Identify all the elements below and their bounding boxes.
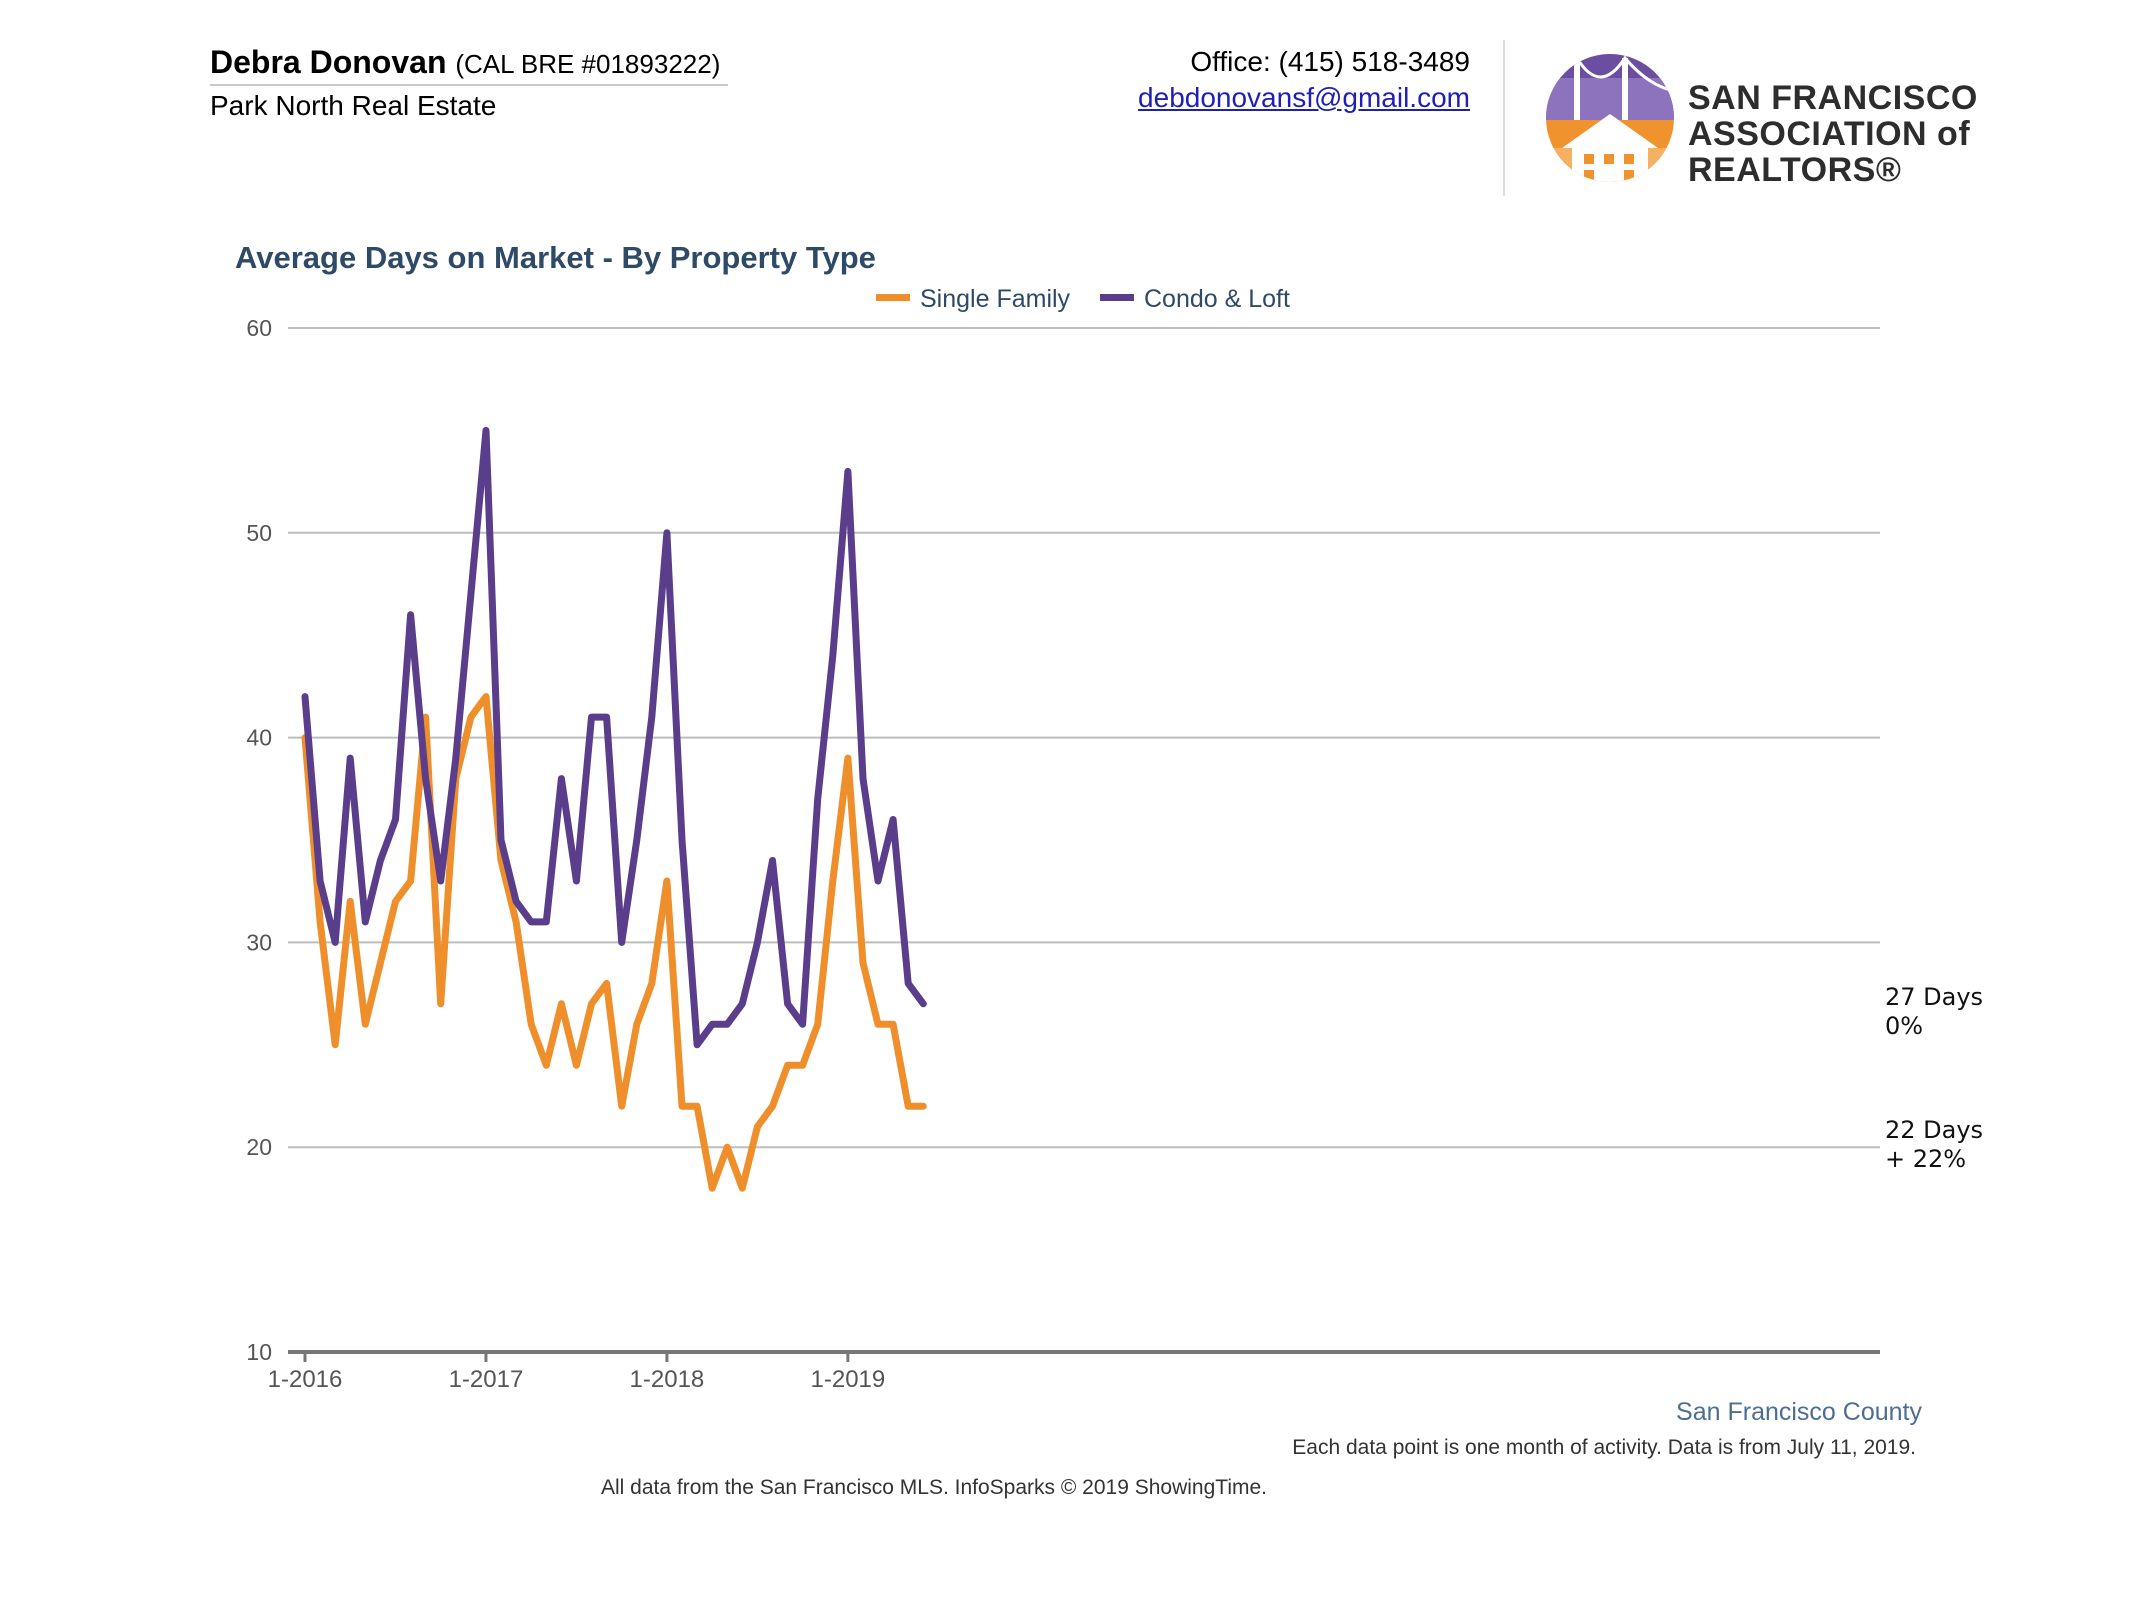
y-tick-label-20: 20	[246, 1134, 272, 1160]
data-note: Each data point is one month of activity…	[1292, 1436, 1916, 1459]
x-tick-label-1-2019: 1-2019	[811, 1366, 886, 1393]
name-underline	[210, 84, 728, 86]
end-label-condo-days: 27 Days	[1885, 983, 1983, 1011]
legend-label-condo-loft: Condo & Loft	[1144, 285, 1290, 313]
association-name: SAN FRANCISCO ASSOCIATION of REALTORS®	[1688, 80, 2134, 188]
agent-company: Park North Real Estate	[210, 90, 497, 121]
legend-swatch-condo-loft	[1100, 294, 1134, 301]
y-tick-label-40: 40	[246, 725, 272, 751]
legend-label-single-family: Single Family	[920, 285, 1071, 313]
series-line-condo-loft	[301, 426, 927, 1049]
association-logo-icon	[1546, 54, 1674, 182]
y-tick-label-30: 30	[246, 929, 272, 955]
y-tick-label-50: 50	[246, 520, 272, 546]
x-tick-label-1-2017: 1-2017	[449, 1366, 524, 1393]
association-name-line2: ASSOCIATION of REALTORS®	[1688, 115, 1971, 189]
y-tick-label-10: 10	[246, 1339, 272, 1365]
email-link[interactable]: debdonovansf@gmail.com	[1138, 82, 1470, 113]
agent-name-block: Debra Donovan (CAL BRE #01893222)	[210, 44, 720, 81]
y-tick-label-60: 60	[246, 315, 272, 341]
end-label-condo-change: 0%	[1885, 1012, 1923, 1040]
association-name-line1: SAN FRANCISCO	[1688, 79, 1978, 117]
source-credit: All data from the San Francisco MLS. Inf…	[600, 1476, 1267, 1499]
x-axis-ticks: 1-2016 1-2017 1-2018 1-2019	[268, 1350, 886, 1393]
x-tick-label-1-2016: 1-2016	[268, 1366, 343, 1393]
agent-license: (CAL BRE #01893222)	[455, 49, 721, 79]
legend-swatch-single-family	[876, 294, 910, 301]
agent-name: Debra Donovan	[210, 44, 447, 80]
grid-lines	[288, 327, 1880, 1149]
region-label: San Francisco County	[1676, 1398, 1922, 1426]
chart-title: Average Days on Market - By Property Typ…	[235, 240, 876, 275]
end-label-single-change: + 22%	[1885, 1145, 1966, 1173]
series-lines	[301, 426, 927, 1192]
office-phone: Office: (415) 518-3489	[1190, 46, 1470, 77]
y-axis-ticks: 10 20 30 40 50 60	[246, 315, 272, 1365]
header-divider	[1503, 40, 1505, 196]
series-line-single-family	[301, 693, 927, 1192]
legend: Single Family Condo & Loft	[876, 285, 1290, 313]
x-tick-label-1-2018: 1-2018	[630, 1366, 705, 1393]
end-label-single-days: 22 Days	[1885, 1116, 1983, 1144]
